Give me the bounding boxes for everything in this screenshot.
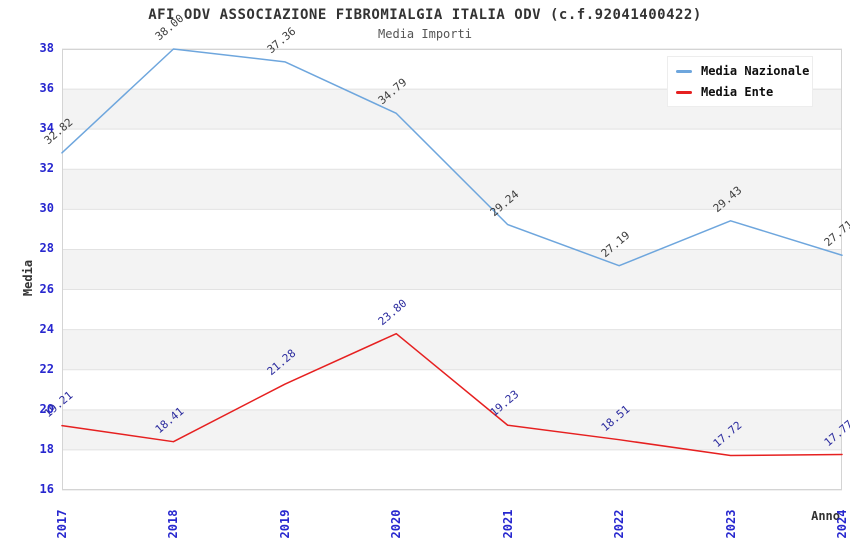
y-tick-label: 28: [39, 241, 54, 256]
y-tick-label: 24: [39, 321, 54, 336]
y-tick-label: 22: [39, 361, 54, 376]
y-tick-label: 38: [39, 41, 54, 55]
x-tick-label: 2022: [612, 509, 627, 539]
y-tick-label: 32: [39, 161, 54, 176]
y-tick-label: 34: [39, 121, 54, 136]
legend-label: Media Nazionale: [701, 64, 810, 78]
x-tick-label: 2020: [389, 509, 404, 539]
y-tick-label: 16: [39, 482, 54, 496]
y-tick-label: 20: [39, 401, 54, 416]
y-tick-label: 36: [39, 81, 54, 96]
plot-band: [62, 329, 842, 370]
legend-label: Media Ente: [701, 85, 774, 99]
plot-band: [62, 289, 842, 330]
x-tick-label: 2021: [500, 509, 515, 539]
x-tick-label: 2017: [55, 509, 69, 539]
x-tick-label: 2024: [835, 509, 849, 539]
x-tick-label: 2019: [277, 509, 292, 539]
plot-band: [62, 449, 842, 490]
legend-swatch-icon: [676, 69, 692, 73]
series-line-nazionale: [61, 48, 843, 267]
x-tick-label: 2023: [723, 509, 738, 539]
chart-title: AFI ODV ASSOCIAZIONE FIBROMIALGIA ITALIA…: [148, 7, 702, 23]
y-tick-label: 18: [39, 441, 54, 456]
legend-swatch-icon: [676, 90, 692, 94]
plot-band: [62, 129, 842, 170]
plot-band: [62, 209, 842, 250]
plot-band: [62, 409, 842, 450]
chart-subtitle: Media Importi: [378, 27, 472, 41]
plot-band: [62, 369, 842, 410]
y-tick-label: 26: [39, 281, 54, 296]
legend-item-nazionale[interactable]: Media Nazionale: [676, 64, 809, 78]
x-axis-title: Anno: [811, 509, 840, 523]
series-line-ente: [61, 332, 843, 457]
legend: Media Nazionale Media Ente: [667, 56, 813, 107]
plot-band: [62, 249, 842, 290]
x-tick-label: 2018: [166, 509, 181, 539]
plot-border: [62, 49, 842, 490]
plot-band: [62, 169, 842, 210]
y-tick-label: 30: [39, 201, 54, 216]
legend-item-ente[interactable]: Media Ente: [676, 85, 804, 99]
